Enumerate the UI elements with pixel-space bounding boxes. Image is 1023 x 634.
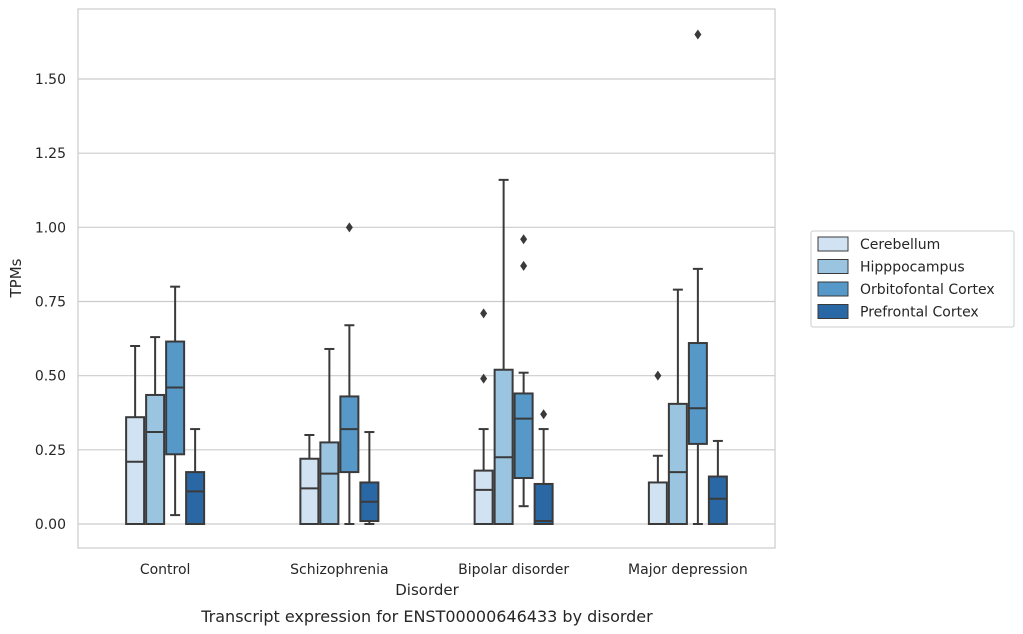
box-cerebellum-0: [125, 345, 146, 526]
box-cerebellum-3: [647, 370, 668, 526]
box-body: [667, 402, 688, 526]
y-tick-label: 1.25: [35, 146, 66, 162]
y-tick-label: 0.25: [35, 443, 66, 459]
outlier-point: [480, 308, 488, 319]
box-body: [473, 469, 494, 526]
box-hipppocampus-3: [667, 288, 688, 526]
box-prefrontal-cortex-2: [533, 409, 554, 526]
box-prefrontal-cortex-1: [359, 431, 380, 525]
outlier-point: [654, 370, 662, 381]
outlier-point: [520, 234, 528, 245]
box-groups: [125, 29, 728, 526]
y-tick-label: 0.75: [35, 295, 66, 311]
box-orbitofontal-cortex-3: [687, 29, 708, 525]
legend: Cerebellum Hipppocampus Orbitofontal Corte…: [810, 230, 1015, 328]
box-orbitofontal-cortex-2: [513, 234, 534, 508]
box-prefrontal-cortex-0: [185, 428, 206, 526]
legend-swatch: [817, 281, 849, 297]
x-axis-ticks: Control Schizophrenia Bipolar disorder Majo…: [140, 562, 748, 578]
y-tick-label: 0.50: [35, 369, 66, 385]
box-body: [165, 340, 186, 456]
box-body: [647, 481, 668, 526]
legend-label: Hipppocampus: [860, 260, 965, 276]
box-hipppocampus-2: [493, 178, 514, 525]
box-cerebellum-1: [299, 434, 320, 526]
box-orbitofontal-cortex-0: [165, 285, 186, 517]
x-tick-label: Schizophrenia: [290, 562, 388, 578]
box-cerebellum-2: [473, 308, 494, 526]
outlier-point: [540, 409, 548, 420]
box-body: [125, 416, 146, 526]
outlier-point: [694, 29, 702, 40]
legend-label: Cerebellum: [860, 237, 940, 253]
box-hipppocampus-0: [145, 336, 166, 526]
legend-swatch: [817, 259, 849, 274]
box-body: [339, 395, 360, 474]
box-orbitofontal-cortex-1: [339, 222, 360, 525]
box-hipppocampus-1: [319, 347, 340, 525]
y-tick-label: 0.00: [35, 517, 66, 533]
legend-swatch: [817, 236, 849, 252]
box-body: [299, 457, 320, 526]
x-tick-label: Bipolar disorder: [458, 562, 569, 578]
box-body: [145, 393, 166, 526]
box-body: [493, 368, 514, 525]
box-body: [513, 392, 534, 480]
y-axis-label: TPMs: [7, 258, 25, 298]
chart-caption: Transcript expression for ENST0000064643…: [200, 607, 653, 626]
x-tick-label: Major depression: [628, 562, 748, 578]
legend-label: Orbitofontal Cortex: [860, 282, 995, 298]
outlier-point: [520, 260, 528, 271]
box-body: [319, 441, 340, 525]
y-axis-ticks: 0.00 0.25 0.50 0.75 1.00 1.25 1.50: [35, 72, 66, 533]
x-axis-label: Disorder: [395, 581, 459, 599]
legend-label: Prefrontal Cortex: [860, 305, 979, 321]
y-tick-label: 1.50: [35, 72, 66, 88]
box-body: [707, 475, 728, 525]
box-prefrontal-cortex-3: [707, 439, 728, 525]
box-body: [533, 482, 554, 526]
y-tick-label: 1.00: [35, 220, 66, 236]
outlier-point: [480, 373, 488, 384]
box-body: [185, 471, 206, 526]
legend-swatch: [817, 304, 849, 319]
legend-frame: [810, 230, 1015, 328]
box-body: [687, 342, 708, 445]
x-tick-label: Control: [140, 562, 191, 578]
outlier-point: [345, 222, 353, 233]
